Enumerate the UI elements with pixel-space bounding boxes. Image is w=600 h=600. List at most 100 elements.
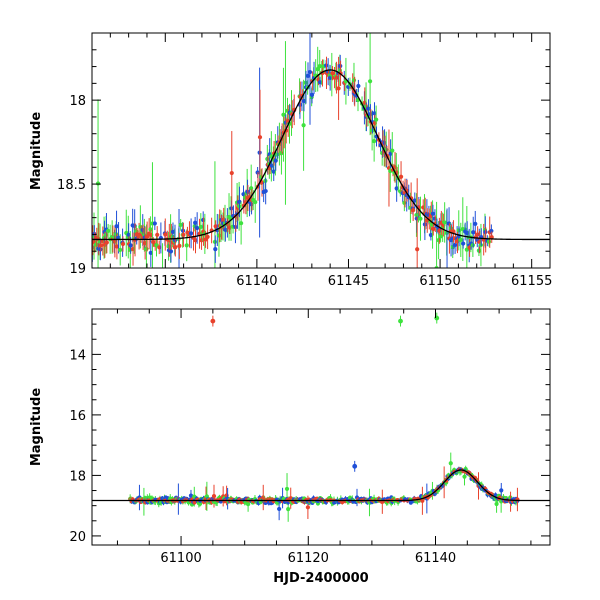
top-point-red bbox=[336, 86, 341, 91]
top-point-red bbox=[398, 174, 404, 179]
top-point-red bbox=[451, 229, 456, 234]
top-x-tick-label: 61135 bbox=[145, 274, 186, 289]
top-point-green bbox=[118, 247, 123, 252]
top-point-green bbox=[351, 78, 357, 83]
top-point-blue bbox=[189, 231, 194, 236]
top-point-red bbox=[114, 244, 120, 249]
top-point-green bbox=[402, 200, 407, 205]
top-point-blue bbox=[126, 232, 131, 237]
bottom-point-green bbox=[197, 501, 203, 507]
top-point-green bbox=[198, 224, 203, 229]
top-point-red bbox=[173, 245, 178, 250]
top-y-axis-label: Magnitude bbox=[29, 112, 44, 191]
top-point-green bbox=[442, 220, 447, 225]
top-point-blue bbox=[114, 224, 119, 229]
top-point-red bbox=[330, 71, 335, 76]
bottom-y-tick-label: 20 bbox=[69, 530, 86, 545]
top-point-red bbox=[411, 208, 416, 213]
top-point-green bbox=[178, 222, 183, 227]
top-point-red bbox=[193, 238, 198, 243]
top-point-green bbox=[144, 246, 149, 252]
top-point-red bbox=[177, 243, 182, 248]
top-point-blue bbox=[412, 198, 417, 203]
top-point-blue bbox=[223, 227, 228, 232]
top-point-red bbox=[415, 247, 420, 252]
top-point-blue bbox=[116, 235, 121, 240]
top-point-green bbox=[372, 139, 377, 144]
top-y-tick-label: 19 bbox=[69, 262, 86, 277]
top-point-blue bbox=[263, 188, 268, 194]
bottom-y-axis-label: Magnitude bbox=[29, 388, 44, 467]
top-point-green bbox=[301, 123, 306, 128]
top-panel: 61135 61140 61145 61150 61155 18 18.5 19 Magnit… bbox=[29, 32, 552, 299]
top-point-green bbox=[160, 295, 164, 299]
top-point-blue bbox=[301, 98, 307, 104]
top-point-blue bbox=[453, 242, 458, 248]
top-point-red bbox=[155, 232, 160, 237]
top-point-red bbox=[120, 241, 126, 247]
top-point-red bbox=[334, 75, 339, 80]
top-point-green bbox=[315, 67, 320, 72]
bottom-point-green bbox=[246, 502, 251, 507]
top-x-tick-label: 61140 bbox=[236, 274, 277, 289]
top-data-points bbox=[92, 33, 494, 299]
bottom-y-tick-label: 16 bbox=[69, 409, 86, 424]
top-point-red bbox=[205, 234, 210, 239]
top-point-green bbox=[95, 181, 101, 186]
bottom-point-green bbox=[448, 461, 453, 466]
top-point-blue bbox=[241, 192, 246, 197]
top-point-blue bbox=[328, 75, 333, 80]
bottom-outlier-point bbox=[352, 463, 358, 469]
top-point-blue bbox=[237, 199, 242, 205]
bottom-x-axis-label: HJD-2400000 bbox=[273, 571, 368, 586]
bottom-point-green bbox=[286, 507, 291, 512]
bottom-point-blue bbox=[188, 493, 194, 498]
top-point-blue bbox=[193, 220, 198, 225]
top-point-green bbox=[317, 64, 322, 69]
top-point-blue bbox=[148, 250, 153, 256]
top-point-blue bbox=[372, 111, 377, 116]
top-point-green bbox=[434, 265, 439, 268]
top-point-blue bbox=[471, 230, 476, 235]
top-point-green bbox=[239, 221, 244, 226]
top-point-blue bbox=[152, 221, 157, 226]
bottom-model-curve bbox=[92, 469, 550, 502]
top-x-tick-label: 61150 bbox=[419, 274, 460, 289]
bottom-point-red bbox=[211, 494, 217, 499]
top-axis-ticks: 61135 61140 61145 61150 61155 18 18.5 19 bbox=[57, 32, 552, 289]
top-point-red bbox=[104, 240, 109, 245]
top-point-blue bbox=[309, 92, 315, 98]
top-point-green bbox=[253, 200, 258, 205]
top-point-blue bbox=[271, 169, 276, 174]
top-point-green bbox=[486, 239, 492, 244]
top-point-blue bbox=[305, 73, 311, 79]
top-y-tick-label: 18 bbox=[69, 94, 86, 109]
top-point-green bbox=[184, 243, 189, 248]
top-point-green bbox=[436, 238, 441, 243]
top-x-tick-label: 61145 bbox=[328, 274, 369, 289]
top-point-green bbox=[390, 148, 395, 153]
top-point-red bbox=[163, 232, 168, 237]
top-point-green bbox=[281, 112, 286, 117]
top-point-green bbox=[374, 117, 379, 122]
top-point-green bbox=[458, 237, 463, 242]
top-point-red bbox=[213, 224, 218, 229]
top-x-tick-label: 61155 bbox=[511, 274, 552, 289]
bottom-y-tick-label: 14 bbox=[69, 348, 86, 363]
bottom-outlier-point bbox=[210, 318, 216, 324]
top-point-green bbox=[106, 228, 111, 234]
top-point-green bbox=[367, 79, 373, 84]
bottom-y-tick-label: 18 bbox=[69, 469, 86, 484]
top-model-curve bbox=[92, 69, 550, 241]
bottom-panel: 61100 61120 61140 14 16 18 20 Magnitude HJD-24… bbox=[29, 308, 551, 586]
bottom-point-blue bbox=[499, 488, 504, 493]
bottom-x-tick-label: 61140 bbox=[415, 551, 456, 566]
top-point-green bbox=[216, 233, 222, 238]
top-point-blue bbox=[269, 163, 274, 168]
top-point-blue bbox=[273, 158, 278, 163]
top-point-green bbox=[279, 151, 284, 156]
top-point-blue bbox=[445, 290, 449, 294]
bottom-plot-frame bbox=[91, 308, 551, 546]
top-point-blue bbox=[430, 211, 436, 216]
